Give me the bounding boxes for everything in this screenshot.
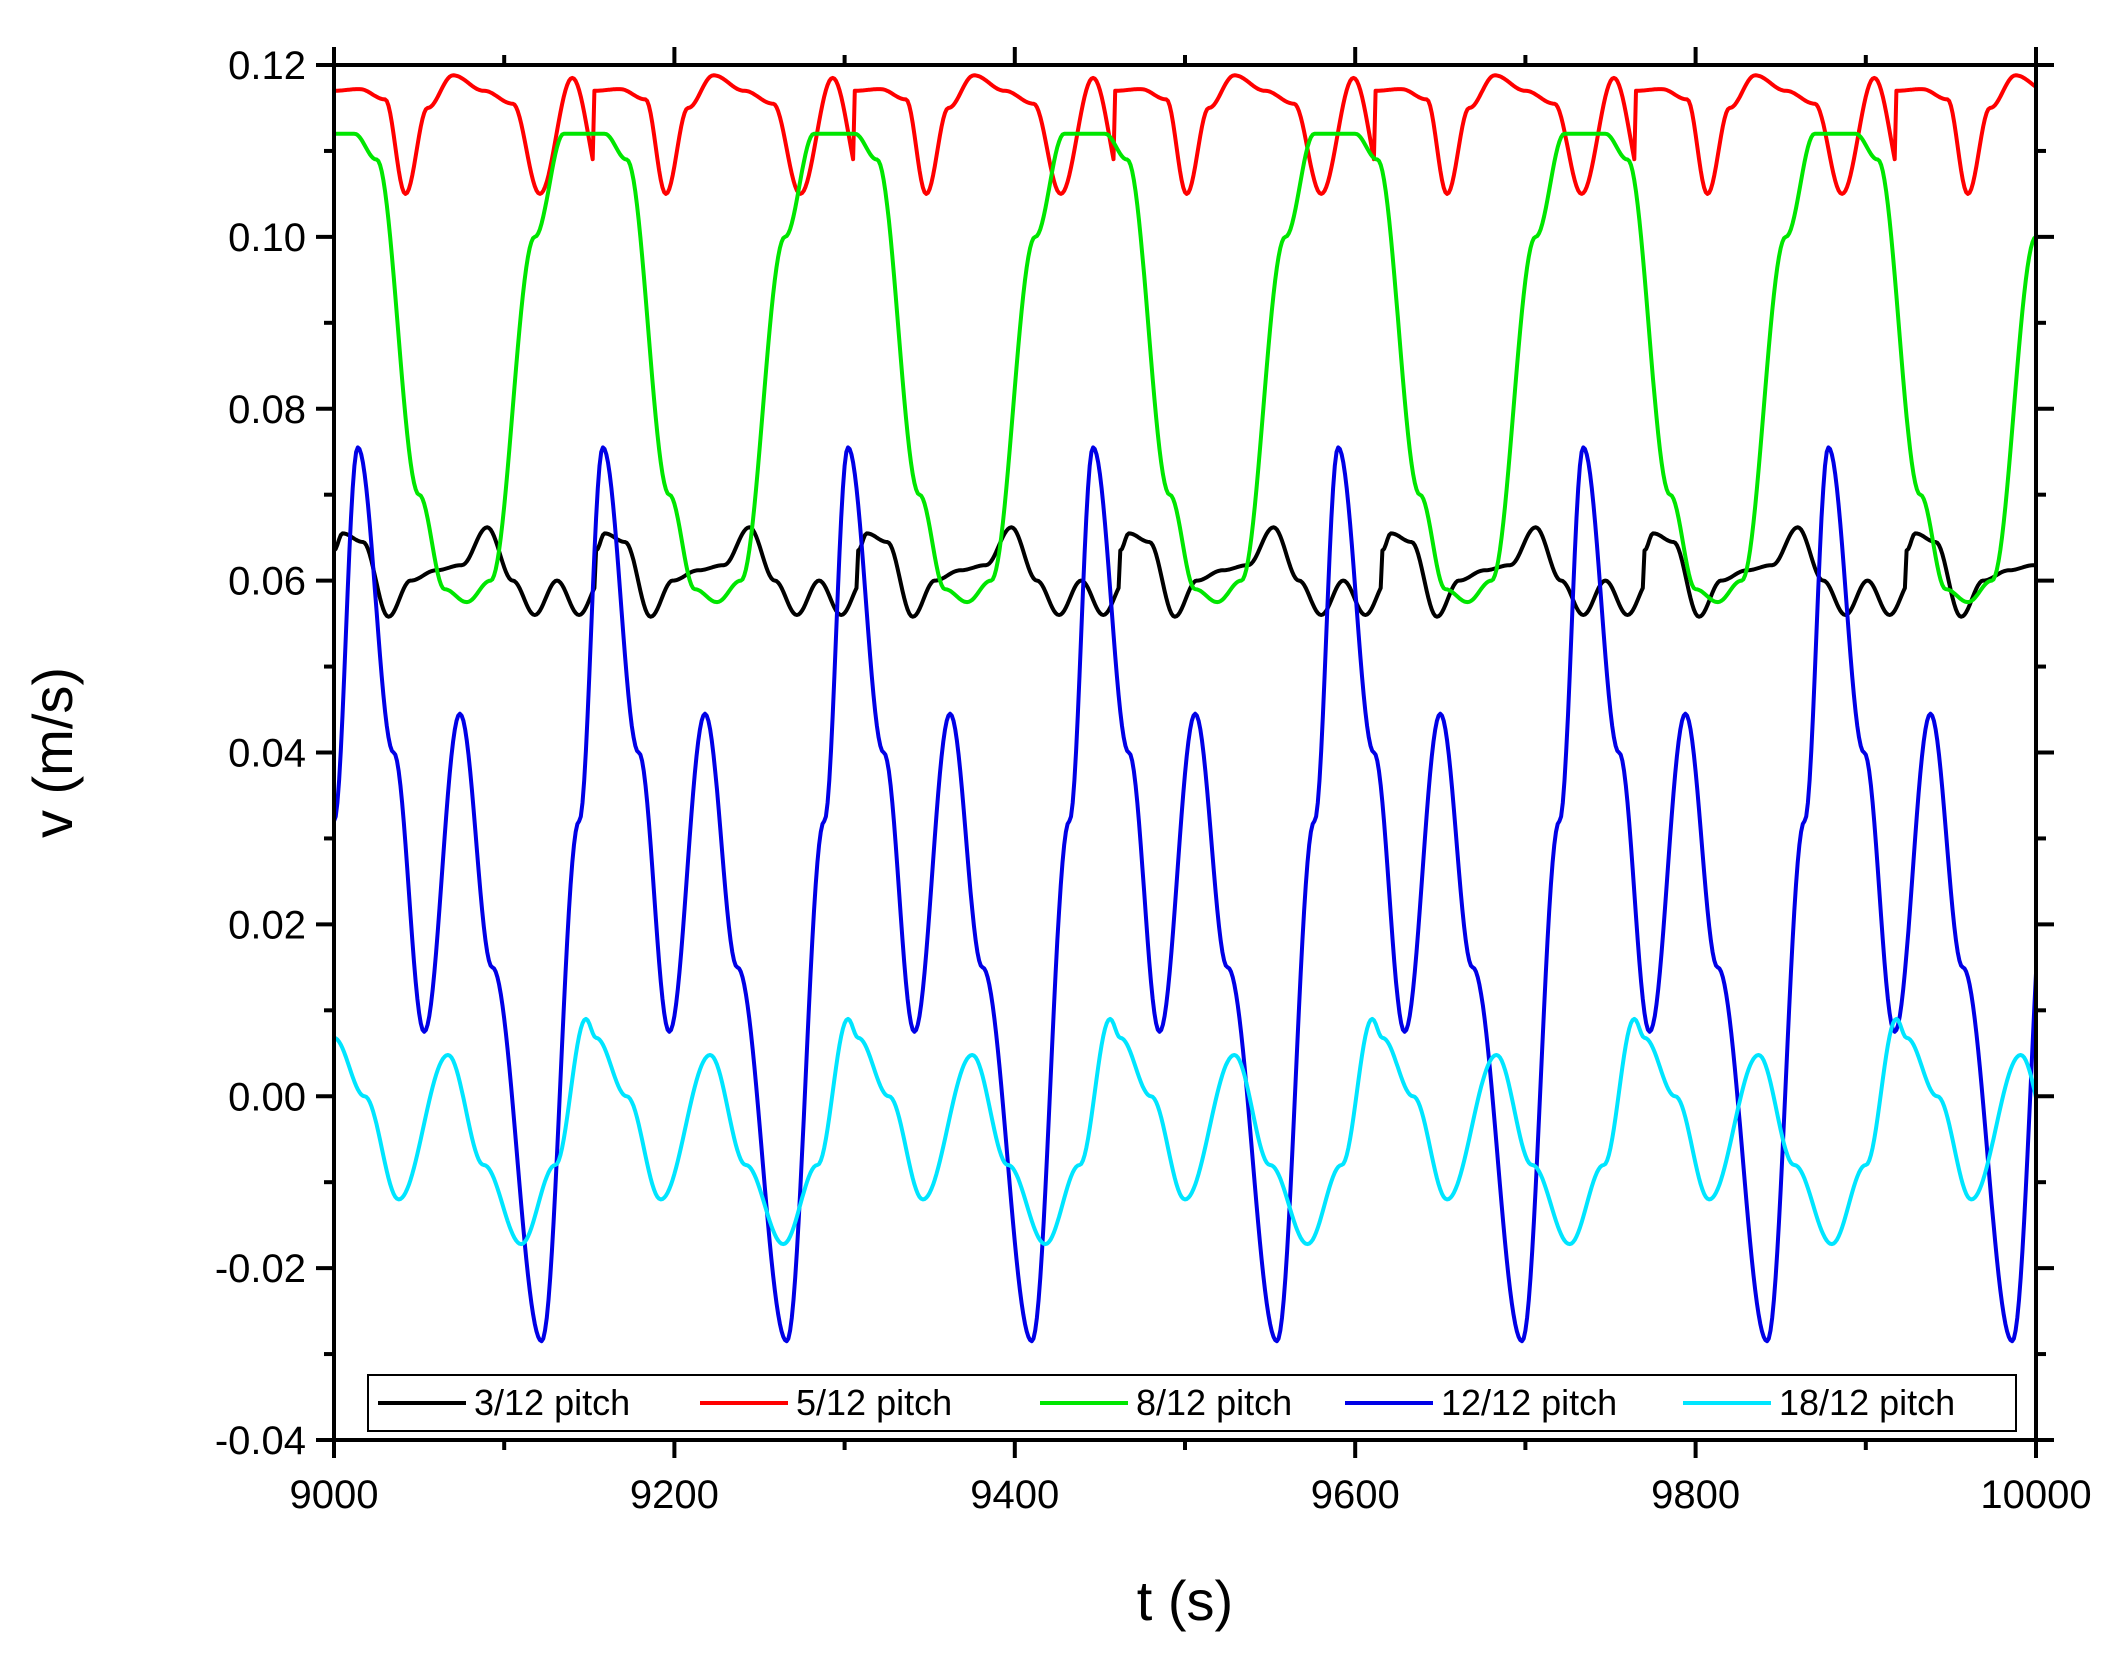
y-tick-label: -0.02 [215, 1247, 306, 1291]
series-line-1 [332, 525, 2037, 619]
y-tick-label: 0.02 [228, 903, 306, 947]
series-line-2 [333, 73, 2038, 196]
x-tick-label: 9800 [1651, 1473, 1740, 1517]
y-tick-label: 0.12 [228, 44, 306, 88]
y-tick-label: 0.04 [228, 732, 306, 776]
series-layer [332, 73, 2038, 1344]
legend-label-3: 8/12 pitch [1136, 1382, 1292, 1423]
y-tick-label: 0.08 [228, 388, 306, 432]
x-tick-label: 10000 [1980, 1473, 2091, 1517]
y-tick-label: 0.00 [228, 1075, 306, 1119]
x-tick-label: 9000 [290, 1473, 379, 1517]
y-tick-label: 0.06 [228, 560, 306, 604]
legend-label-2: 5/12 pitch [796, 1382, 952, 1423]
x-tick-label: 9600 [1311, 1473, 1400, 1517]
y-tick-label: 0.10 [228, 216, 306, 260]
legend-label-1: 3/12 pitch [474, 1382, 630, 1423]
legend-label-5: 18/12 pitch [1779, 1382, 1955, 1423]
series-line-5 [333, 1016, 2038, 1247]
plot-frame [332, 63, 2038, 1442]
x-tick-label: 9400 [970, 1473, 1059, 1517]
y-axis-title: v (m/s) [21, 667, 84, 838]
legend-label-4: 12/12 pitch [1441, 1382, 1617, 1423]
y-tick-label: -0.04 [215, 1419, 306, 1463]
x-axis-title: t (s) [1137, 1569, 1233, 1632]
axes-layer: 9000 9200 9400 9600 9800 10000 -0.04 -0.02 0.00 0… [215, 44, 2092, 1517]
series-line-4 [332, 445, 2038, 1344]
legend: 3/12 pitch 5/12 pitch 8/12 pitch 12/12 pitc… [367, 1374, 2017, 1432]
x-tick-label: 9200 [630, 1473, 719, 1517]
series-line-3 [333, 131, 2038, 605]
